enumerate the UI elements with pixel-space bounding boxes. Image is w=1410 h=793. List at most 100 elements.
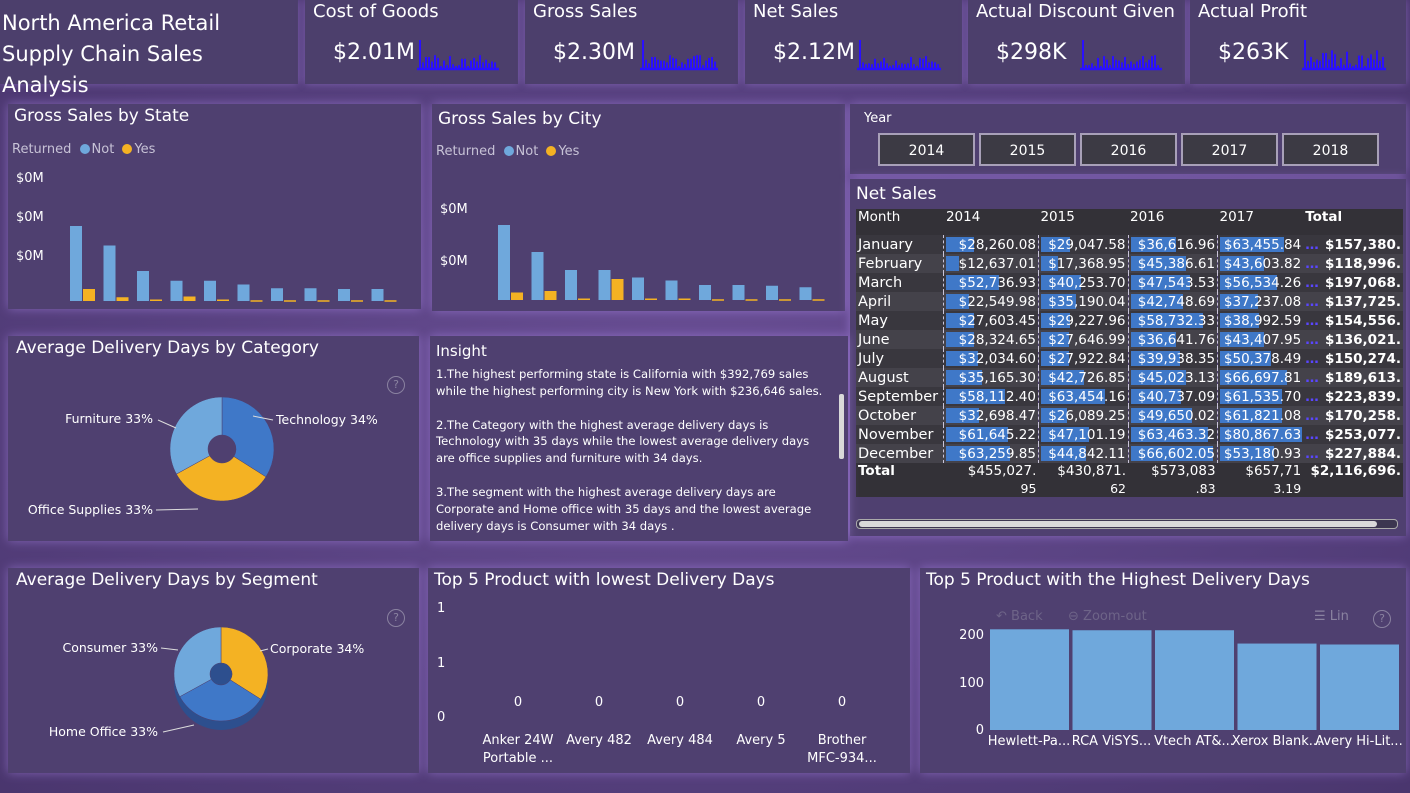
- bar-not-returned[interactable]: [338, 289, 350, 301]
- bar-not-returned[interactable]: [699, 285, 711, 300]
- x-tick-label: Brother: [818, 733, 867, 748]
- bar-returned[interactable]: [745, 299, 758, 301]
- bar-not-returned[interactable]: [304, 288, 317, 301]
- dashboard-title: North America Retail Supply Chain Sales …: [2, 11, 221, 97]
- legend-not-label[interactable]: Not: [515, 144, 539, 159]
- bar-not-returned[interactable]: [632, 277, 644, 301]
- year-button-2016[interactable]: 2016: [1080, 133, 1177, 166]
- bar-returned[interactable]: [116, 297, 129, 301]
- linear-scale-button[interactable]: ☰ Lin: [1314, 609, 1349, 624]
- bar-not-returned[interactable]: [565, 270, 577, 300]
- bar-returned[interactable]: [250, 300, 263, 302]
- bar-returned[interactable]: [351, 300, 363, 302]
- bar-not-returned[interactable]: [271, 288, 283, 301]
- bar-not-returned[interactable]: [732, 285, 745, 300]
- city-bar-chart[interactable]: $0M$0MNew Y...Los An...SeattleSan Fr...P…: [432, 164, 845, 311]
- data-bar: [946, 389, 1005, 404]
- bar-returned[interactable]: [384, 300, 397, 302]
- column-header[interactable]: Month: [858, 209, 901, 225]
- bar[interactable]: [1072, 630, 1152, 730]
- zoom-out-button[interactable]: ⊖ Zoom-out: [1068, 609, 1147, 624]
- bar-returned[interactable]: [317, 300, 330, 302]
- bar[interactable]: [1237, 643, 1317, 730]
- bar[interactable]: [1320, 644, 1399, 731]
- value-cell: $44,842.11: [1037, 444, 1128, 463]
- bar-returned[interactable]: [611, 279, 624, 300]
- value-text: $53,180.93: [1223, 445, 1302, 462]
- scrollbar-thumb[interactable]: [859, 521, 1377, 527]
- bar-returned[interactable]: [150, 299, 162, 302]
- sparkline-bar: [868, 63, 870, 69]
- sparkline-bar: [889, 66, 891, 69]
- bar-not-returned[interactable]: [170, 280, 183, 301]
- bar[interactable]: [990, 629, 1069, 730]
- donut-slice[interactable]: [179, 678, 262, 722]
- column-header[interactable]: Total: [1305, 209, 1343, 225]
- bar-returned[interactable]: [183, 296, 196, 302]
- help-icon[interactable]: ?: [387, 609, 405, 627]
- bar-not-returned[interactable]: [371, 289, 384, 301]
- bar-returned[interactable]: [645, 298, 657, 301]
- year-button-2017[interactable]: 2017: [1181, 133, 1278, 166]
- donut-slice[interactable]: [220, 626, 269, 700]
- column-total-cell: $455,027. 95: [944, 463, 1039, 497]
- legend-not-label[interactable]: Not: [91, 142, 115, 157]
- sparkline-bar: [648, 63, 650, 69]
- legend-yes-label[interactable]: Yes: [134, 142, 156, 157]
- bar-returned[interactable]: [511, 292, 523, 301]
- value-cell: $28,324.65: [943, 330, 1039, 349]
- column-header[interactable]: 2014: [945, 209, 981, 225]
- bar-returned[interactable]: [544, 291, 557, 300]
- segment-donut-chart[interactable]: Corporate 34% Home Office 33% Consumer 33%: [8, 568, 419, 773]
- bar-returned[interactable]: [83, 289, 95, 301]
- value-cell: $50,378.49: [1217, 349, 1304, 368]
- bar[interactable]: [1155, 630, 1234, 730]
- bar-not-returned[interactable]: [766, 285, 778, 300]
- column-header[interactable]: 2016: [1130, 209, 1165, 225]
- bar-not-returned[interactable]: [237, 284, 250, 302]
- year-button-2014[interactable]: 2014: [878, 133, 975, 166]
- bar-not-returned[interactable]: [137, 271, 149, 301]
- year-button-2018[interactable]: 2018: [1282, 133, 1379, 166]
- column-header[interactable]: 2015: [1040, 209, 1075, 225]
- value-cell: $29,227.96: [1037, 311, 1128, 330]
- back-button[interactable]: ↶ Back: [996, 609, 1043, 624]
- year-button-2015[interactable]: 2015: [979, 133, 1076, 166]
- bar-not-returned[interactable]: [531, 252, 544, 300]
- donut-slice[interactable]: [221, 396, 275, 478]
- help-icon[interactable]: ?: [1373, 610, 1391, 628]
- leader-line: [259, 648, 269, 652]
- bar-not-returned[interactable]: [498, 225, 510, 300]
- bar-returned[interactable]: [712, 299, 724, 301]
- help-icon[interactable]: ?: [387, 376, 405, 394]
- donut-slice[interactable]: [173, 626, 222, 697]
- lowest-delivery-bar-chart[interactable]: 1 1 0 0 Anker 24W Portable ... 0 Avery 482 0 Aver…: [428, 568, 910, 773]
- state-bar-chart[interactable]: $0M$0M$0MCalifo...New Y...TexasWashi...P…: [8, 159, 421, 309]
- bar-not-returned[interactable]: [103, 245, 116, 302]
- bar-not-returned[interactable]: [665, 280, 678, 301]
- value-text: $63,455.84: [1223, 236, 1302, 253]
- donut-slice[interactable]: [169, 396, 223, 475]
- x-tick-label: Anker 24W: [482, 733, 553, 748]
- donut-slice[interactable]: [176, 455, 267, 502]
- legend-yes-label[interactable]: Yes: [558, 144, 580, 159]
- bar-returned[interactable]: [217, 299, 229, 302]
- bar-returned[interactable]: [678, 298, 691, 301]
- horizontal-scrollbar[interactable]: [856, 519, 1398, 529]
- vertical-scrollbar[interactable]: [839, 394, 844, 459]
- column-header[interactable]: 2017: [1219, 209, 1254, 225]
- highest-delivery-bar-chart[interactable]: 200 100 0 Hewlett-Pa... RCA ViSYS... Vtech AT…: [920, 568, 1406, 773]
- sparkline-bar: [1109, 65, 1111, 69]
- bar-not-returned[interactable]: [799, 287, 812, 300]
- bar-not-returned[interactable]: [204, 280, 216, 301]
- sparkline-bar: [928, 62, 930, 69]
- bar-returned[interactable]: [284, 300, 296, 302]
- category-donut-chart[interactable]: Technology 34% Office Supplies 33% Furnitu…: [8, 336, 419, 541]
- bar-returned[interactable]: [578, 298, 590, 301]
- bar-not-returned[interactable]: [70, 226, 82, 301]
- bar-not-returned[interactable]: [598, 270, 611, 300]
- value-cell: $49,650.02: [1127, 406, 1218, 425]
- bar-returned[interactable]: [779, 299, 791, 301]
- value-text: $50,378.49: [1223, 350, 1302, 367]
- bar-returned[interactable]: [812, 299, 825, 301]
